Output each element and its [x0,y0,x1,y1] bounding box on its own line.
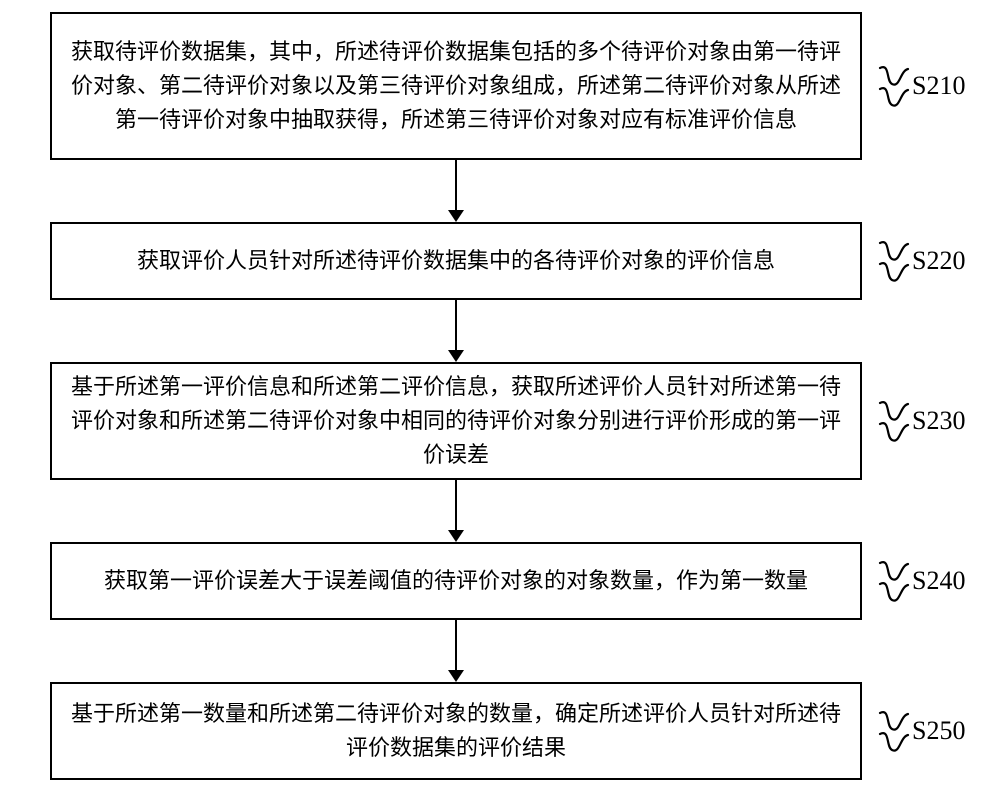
flow-step-text: 获取待评价数据集，其中，所述待评价数据集包括的多个待评价对象由第一待评价对象、第… [52,29,860,143]
flow-arrow-s220-s230 [455,300,457,350]
step-label-s210: S210 [876,63,965,109]
flow-step-s230: 基于所述第一评价信息和所述第二评价信息，获取所述评价人员针对所述第一待评价对象和… [50,362,862,480]
step-label-text: S250 [912,716,965,746]
step-label-text: S240 [912,566,965,596]
step-label-s220: S220 [876,238,965,284]
step-label-s250: S250 [876,708,965,754]
step-label-s240: S240 [876,558,965,604]
arrow-head-icon [448,670,464,682]
flowchart-canvas: 获取待评价数据集，其中，所述待评价数据集包括的多个待评价对象由第一待评价对象、第… [0,0,1000,809]
flow-arrow-s210-s220 [455,160,457,210]
flow-arrow-s240-s250 [455,620,457,670]
arrow-head-icon [448,350,464,362]
flow-step-s250: 基于所述第一数量和所述第二待评价对象的数量，确定所述评价人员针对所述待评价数据集… [50,682,862,780]
flow-step-text: 获取第一评价误差大于误差阈值的待评价对象的对象数量，作为第一数量 [94,558,818,604]
flow-step-s220: 获取评价人员针对所述待评价数据集中的各待评价对象的评价信息 [50,222,862,300]
step-label-s230: S230 [876,398,965,444]
flow-step-text: 获取评价人员针对所述待评价数据集中的各待评价对象的评价信息 [127,238,785,284]
step-label-text: S230 [912,406,965,436]
flow-step-s210: 获取待评价数据集，其中，所述待评价数据集包括的多个待评价对象由第一待评价对象、第… [50,12,862,160]
flow-arrow-s230-s240 [455,480,457,530]
flow-step-text: 基于所述第一评价信息和所述第二评价信息，获取所述评价人员针对所述第一待评价对象和… [52,364,860,478]
step-label-text: S220 [912,246,965,276]
arrow-head-icon [448,530,464,542]
step-label-text: S210 [912,71,965,101]
flow-step-s240: 获取第一评价误差大于误差阈值的待评价对象的对象数量，作为第一数量 [50,542,862,620]
arrow-head-icon [448,210,464,222]
flow-step-text: 基于所述第一数量和所述第二待评价对象的数量，确定所述评价人员针对所述待评价数据集… [52,691,860,771]
